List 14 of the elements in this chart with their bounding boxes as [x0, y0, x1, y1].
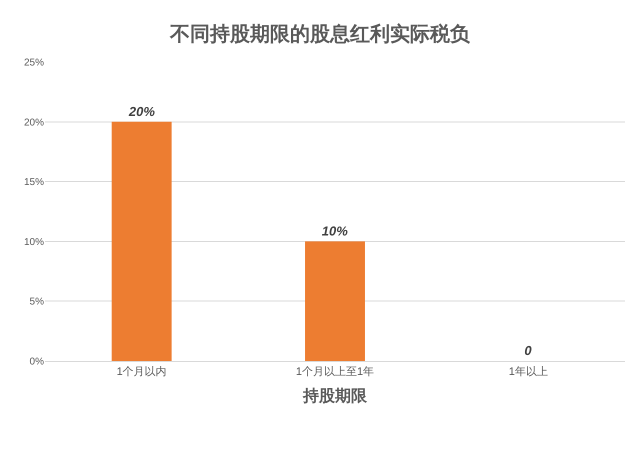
data-label: 10%	[322, 223, 348, 238]
y-tick-label: 10%	[24, 236, 44, 248]
y-tick-label: 5%	[30, 296, 44, 308]
chart-title: 不同持股期限的股息红利实际税负	[169, 22, 471, 46]
y-tick-label: 20%	[24, 117, 44, 128]
y-tick-label: 0%	[30, 356, 44, 368]
y-tick-label: 15%	[24, 177, 44, 188]
x-tick-label: 1个月以内	[116, 365, 167, 378]
x-tick-label: 1个月以上至1年	[296, 365, 374, 378]
data-label: 0	[524, 343, 532, 358]
x-tick-label: 1年以上	[508, 365, 548, 378]
x-axis-title: 持股期限	[302, 386, 368, 405]
y-tick-label: 25%	[24, 58, 44, 68]
data-label: 20%	[128, 104, 156, 119]
